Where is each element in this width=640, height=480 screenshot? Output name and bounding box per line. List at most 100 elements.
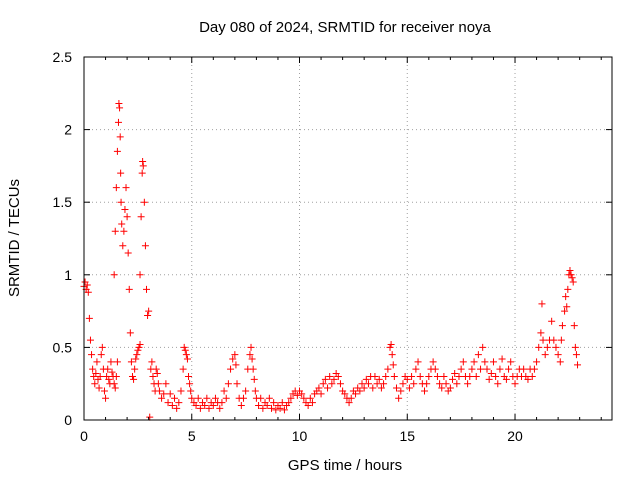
data-point [477,365,485,373]
data-point [566,266,574,274]
data-point [362,375,370,383]
data-point [416,372,424,380]
y-axis-label: SRMTID / TECUs [6,179,23,297]
data-point [388,351,396,359]
data-point [239,394,247,402]
chart-title: Day 080 of 2024, SRMTID for receiver noy… [199,19,491,36]
data-point [201,401,209,409]
data-point [539,336,547,344]
data-point [395,394,403,402]
data-point [356,387,364,395]
data-points [80,99,582,421]
data-point [390,372,398,380]
data-point [556,358,564,366]
data-point [122,184,130,192]
data-point [364,380,372,388]
data-point [408,372,416,380]
data-point [399,380,407,388]
data-point [429,358,437,366]
data-point [181,346,189,354]
data-point [326,372,334,380]
data-point [554,351,562,359]
data-point [98,343,106,351]
data-point [171,394,179,402]
data-point [272,406,280,414]
data-point [114,118,122,126]
data-point [276,404,284,412]
x-axis-label: GPS time / hours [288,457,402,474]
x-tick-label: 10 [292,428,308,444]
data-point [466,372,474,380]
data-point [455,372,463,380]
data-point [160,390,168,398]
data-point [119,242,127,250]
data-point [380,380,388,388]
data-point [100,387,108,395]
data-point [572,351,580,359]
data-point [133,351,141,359]
data-point [375,375,383,383]
data-point [425,372,433,380]
data-point [209,401,217,409]
data-point [218,399,226,407]
data-point [468,365,476,373]
data-point [203,394,211,402]
data-point [352,390,360,398]
data-point [259,404,267,412]
data-point [457,365,465,373]
data-point [144,311,152,319]
data-point [306,394,314,402]
data-point [321,375,329,383]
data-point [570,322,578,330]
data-point [237,401,245,409]
data-point [229,355,237,363]
data-point [188,394,196,402]
data-point [550,336,558,344]
data-point [492,372,500,380]
data-point [571,343,579,351]
data-point [358,380,366,388]
data-point [347,394,355,402]
data-point [561,307,569,315]
data-point [481,358,489,366]
data-point [293,391,301,399]
data-point [446,384,454,392]
data-point [505,365,513,373]
data-point [564,285,572,293]
data-point [459,358,467,366]
data-point [533,358,541,366]
data-point [97,351,105,359]
data-point [412,365,420,373]
data-point [102,394,110,402]
y-tick-label: 0.5 [53,339,73,355]
data-point [110,271,118,279]
data-point [287,394,295,402]
data-point [89,365,97,373]
data-point [558,322,566,330]
data-point [371,372,379,380]
data-point [464,380,472,388]
data-point [538,300,546,308]
data-point [166,390,174,398]
data-point [118,220,126,228]
data-point [186,380,194,388]
y-tick-label: 1.5 [53,194,73,210]
data-point [91,380,99,388]
y-tick-labels: 0 0.5 1 1.5 2 2.5 [53,49,73,428]
data-point [530,365,538,373]
data-point [116,133,124,141]
data-point [369,384,377,392]
data-point [280,406,288,414]
data-point [115,99,123,107]
data-point [470,358,478,366]
data-point [257,394,265,402]
data-point [405,384,413,392]
data-point [155,387,163,395]
data-point [489,358,497,366]
data-point [146,413,154,421]
data-point [487,370,495,378]
data-point [474,351,482,359]
data-point [433,372,441,380]
data-point [126,329,134,337]
y-tick-label: 2 [64,122,72,138]
